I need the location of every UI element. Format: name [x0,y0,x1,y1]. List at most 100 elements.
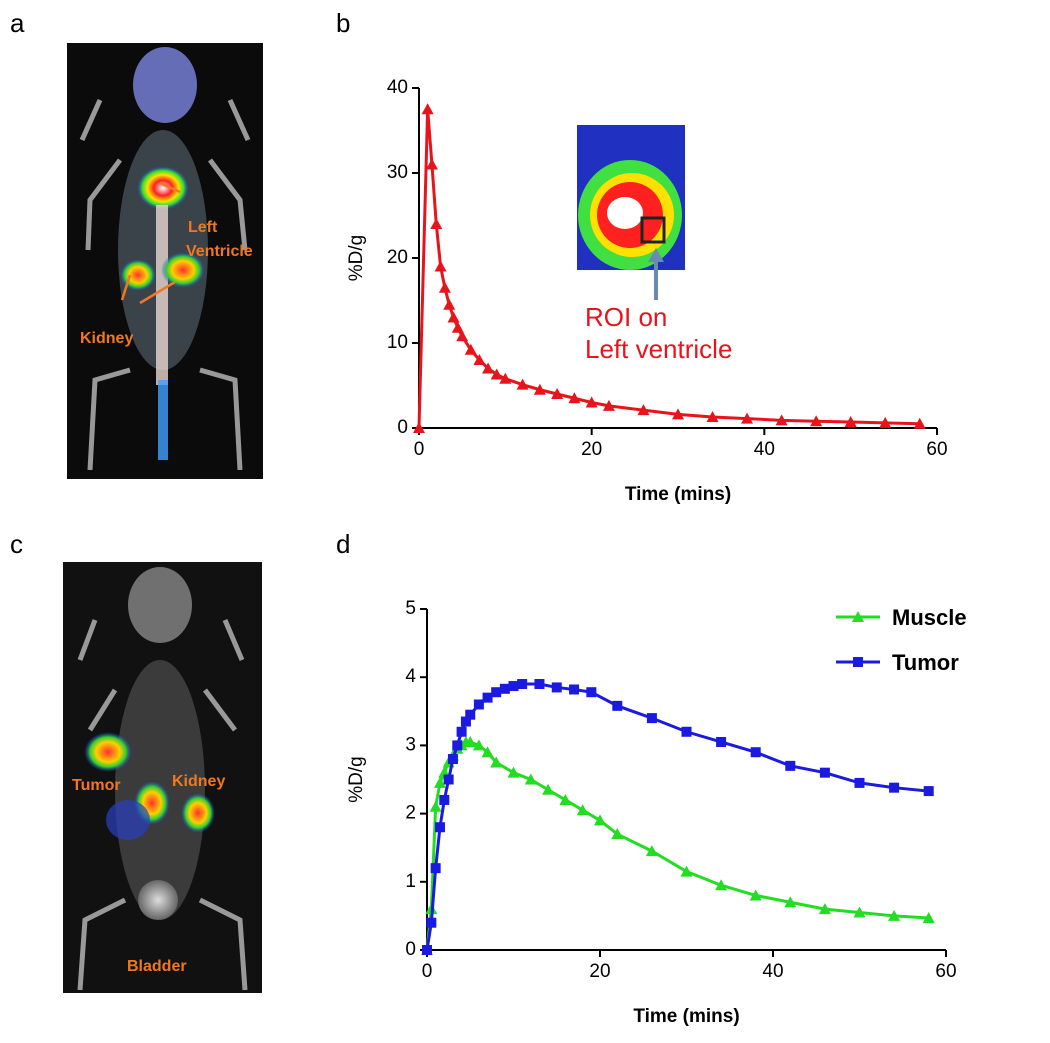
x-tick-label: 60 [935,961,956,982]
image-label: Kidney [80,330,133,347]
data-point [443,774,454,785]
data-point [508,681,519,692]
data-point [425,158,438,170]
panel-letter: b [336,8,350,38]
data-point [646,713,657,724]
y-tick-label: 4 [405,666,416,687]
y-axis-title: %D/g [346,235,367,281]
data-point [922,911,935,923]
data-point [456,726,467,737]
y-tick-label: 0 [397,417,408,438]
data-point [923,786,934,797]
image-label: Bladder [127,958,187,975]
data-point [559,793,572,805]
data-point [775,414,788,426]
data-point [473,699,484,710]
panel-letter: d [336,529,350,559]
roi-inset [577,125,685,300]
data-point [637,404,650,416]
data-point [594,814,606,826]
data-point [429,800,442,812]
data-point [785,760,796,771]
data-point [602,399,615,411]
data-point [490,368,503,380]
data-point [534,679,545,690]
data-point [465,709,476,720]
data-point [473,354,486,365]
data-point [551,388,564,399]
data-point [680,865,693,877]
data-point [517,679,528,690]
data-point [422,945,432,955]
data-point [542,783,555,795]
x-tick-label: 60 [926,439,947,460]
y-tick-label: 5 [405,598,416,619]
data-point [741,412,754,424]
series-line [425,740,929,951]
data-point [749,889,762,901]
data-point [464,343,477,355]
x-tick-label: 20 [581,439,602,460]
data-point [421,103,434,115]
data-point [434,260,447,272]
data-point [430,218,443,229]
data-point [819,767,830,778]
y-tick-label: 40 [387,77,408,98]
data-point [810,415,823,427]
data-point [586,687,597,698]
data-point [612,700,623,711]
data-point [499,683,510,694]
data-point [482,692,493,703]
data-point [844,416,857,428]
data-point [472,739,485,751]
data-point [481,746,494,758]
data-point [879,416,892,428]
data-point [645,845,658,857]
legend-marker [853,657,863,667]
data-point [853,906,866,918]
data-point [490,756,503,768]
data-point [716,736,727,747]
data-point [524,773,537,785]
data-point [413,422,425,433]
data-point [913,417,926,429]
data-point [443,298,456,310]
x-axis-title: Time (mins) [633,1006,739,1027]
data-point [750,747,761,758]
data-point [784,896,797,908]
data-point [854,777,865,788]
y-tick-label: 0 [405,939,416,960]
data-point [507,766,520,778]
data-point [438,281,451,293]
data-point [439,794,450,805]
data-point [460,716,471,727]
data-point [434,822,445,833]
data-point [447,311,460,323]
panel-letter: c [10,529,23,559]
annotation: ROI on [585,302,667,332]
data-point [482,362,495,374]
data-point [611,828,624,840]
legend-label: Muscle [892,605,967,630]
image-label: Ventricle [186,243,253,260]
data-point [430,863,441,874]
x-tick-label: 40 [754,439,775,460]
panel-letter: a [10,8,25,38]
annotation: Left ventricle [585,334,732,364]
y-axis-title: %D/g [346,756,367,802]
data-point [889,782,900,793]
x-tick-label: 20 [589,961,610,982]
image-label: Kidney [172,773,225,790]
data-point [456,330,469,342]
x-axis-title: Time (mins) [625,484,731,505]
data-point [451,321,464,333]
data-point [818,903,831,915]
image-label: Left [188,219,218,236]
data-point [464,735,477,747]
data-point [447,754,458,765]
pet-image-c: Tumor Kidney Bladder [63,562,262,993]
y-tick-label: 10 [387,332,408,353]
data-point [568,392,581,404]
x-tick-label: 0 [422,961,433,982]
